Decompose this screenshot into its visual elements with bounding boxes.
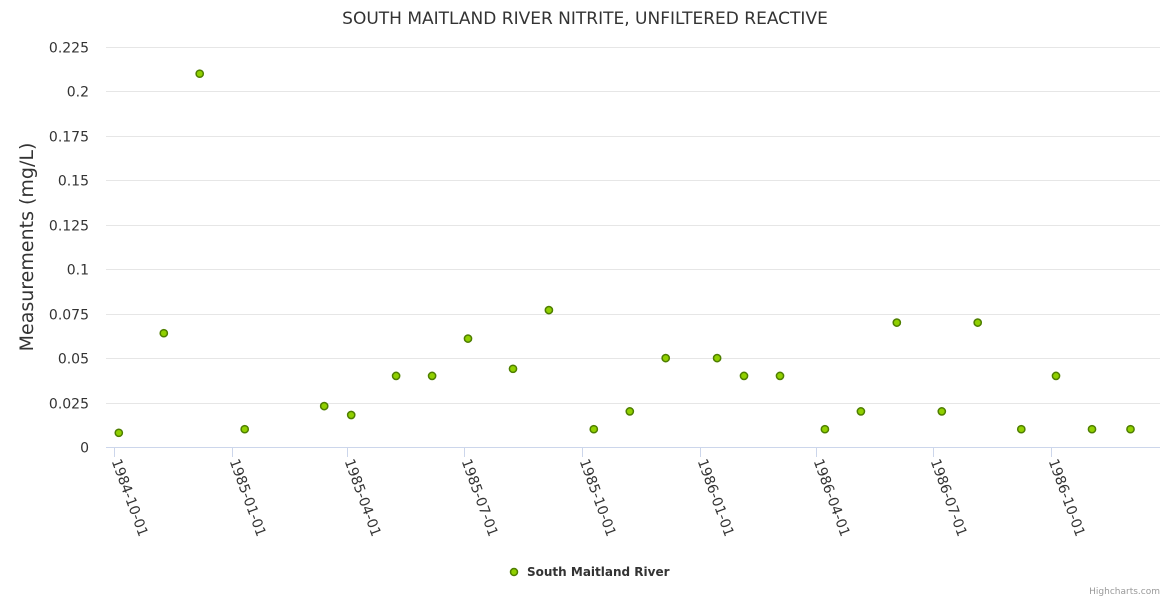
y-tick-label: 0.2 <box>67 85 89 101</box>
data-point <box>1126 424 1135 434</box>
y-tick-label: 0.15 <box>58 174 89 190</box>
x-tick-label: 1986-07-01 <box>927 457 970 539</box>
data-point <box>544 305 554 315</box>
data-point <box>661 353 671 363</box>
credits-link[interactable]: Highcharts.com <box>1089 587 1160 597</box>
data-point <box>463 334 473 343</box>
y-tick-label: 0.025 <box>49 397 89 413</box>
data-point <box>775 371 785 381</box>
x-tick-label: 1986-04-01 <box>810 457 853 539</box>
x-axis-ticks: 1984-10-01 1985-01-01 1985-04-01 1985-07-01… <box>108 447 1088 539</box>
data-series <box>114 69 1135 438</box>
data-point <box>159 328 169 338</box>
y-tick-label: 0.075 <box>49 308 89 324</box>
grid-lines <box>106 47 1160 404</box>
data-point <box>1051 371 1061 381</box>
data-point <box>856 407 866 416</box>
data-point <box>508 364 518 374</box>
data-point <box>391 371 401 381</box>
data-point <box>319 401 329 411</box>
y-axis-ticks: 0 0.025 0.05 0.075 0.1 0.125 0.15 0.175 0.2 0.225 <box>49 41 89 457</box>
x-tick-label: 1986-01-01 <box>694 457 737 539</box>
data-point <box>589 424 599 434</box>
y-tick-label: 0 <box>80 441 89 457</box>
y-axis-label: Measurements (mg/L) <box>16 143 38 352</box>
data-point <box>973 318 983 327</box>
legend-marker-icon <box>509 567 519 577</box>
x-tick-label: 1986-10-01 <box>1045 457 1088 539</box>
x-tick-label: 1985-01-01 <box>226 457 269 539</box>
y-tick-label: 0.225 <box>49 41 89 57</box>
y-tick-label: 0.1 <box>67 263 89 279</box>
data-point <box>1087 424 1097 434</box>
data-point <box>114 428 124 438</box>
x-tick-label: 1985-10-01 <box>576 457 619 539</box>
data-point <box>892 318 902 327</box>
data-point <box>240 424 250 434</box>
y-tick-label: 0.125 <box>49 219 89 235</box>
data-point <box>1016 424 1026 434</box>
data-point <box>625 407 635 416</box>
data-point <box>937 407 947 416</box>
y-tick-label: 0.175 <box>49 130 89 146</box>
y-tick-label: 0.05 <box>58 352 89 368</box>
x-tick-label: 1985-07-01 <box>458 457 501 539</box>
chart-title: SOUTH MAITLAND RIVER NITRITE, UNFILTERED… <box>342 9 828 29</box>
data-point <box>195 69 205 79</box>
x-tick-label: 1984-10-01 <box>108 457 151 539</box>
data-point <box>712 353 722 363</box>
data-point <box>346 410 356 420</box>
data-point <box>427 371 437 381</box>
legend-label: South Maitland River <box>527 565 670 579</box>
x-tick-label: 1985-04-01 <box>341 457 384 539</box>
data-point <box>820 424 830 434</box>
legend-item[interactable]: South Maitland River <box>509 565 670 579</box>
data-point <box>739 371 749 381</box>
